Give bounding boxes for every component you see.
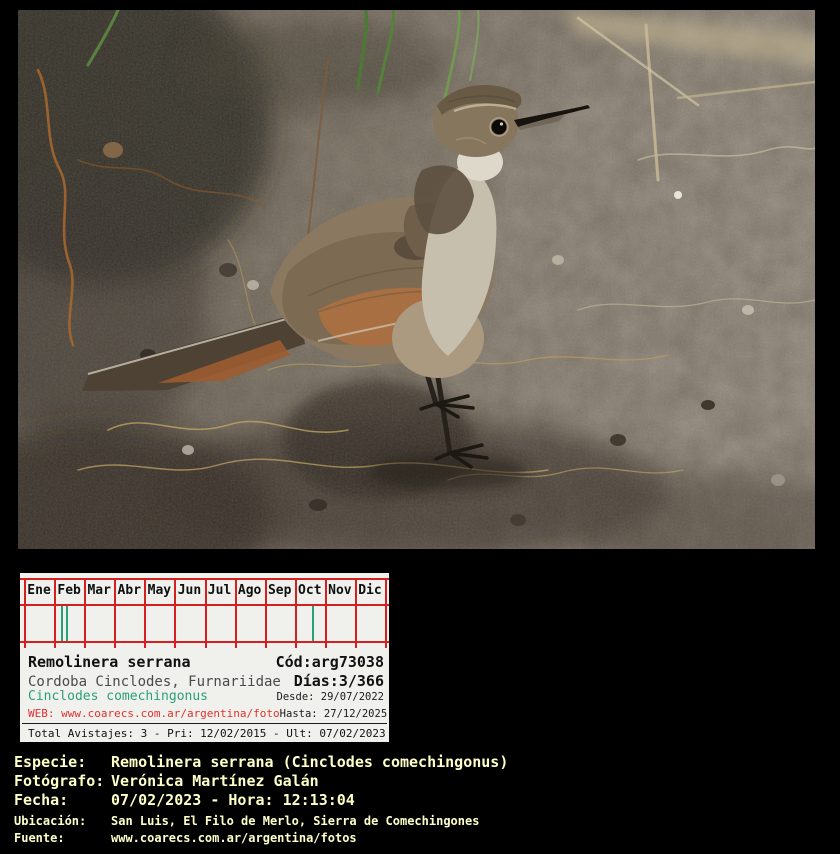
species-header-row: Remolinera serrana Cód:arg73038 [28,653,384,671]
month-grid: Ene Feb Mar Abr May Jun Jul Ago Sep Oct Nov Dic [20,578,389,648]
species-scientific-name: Cinclodes comechingonus [28,689,209,704]
month-label-feb: Feb [57,583,81,598]
month-label-oct: Oct [298,583,322,598]
grid-vline [354,578,357,648]
bird-photo [18,10,815,549]
scientific-row: Cinclodes comechingonus Desde: 29/07/202… [28,689,384,704]
grid-vline [174,578,177,648]
grid-vline [84,578,87,648]
grid-vline [24,578,26,648]
grid-vline [54,578,57,648]
sighting-calendar-panel: Ene Feb Mar Abr May Jun Jul Ago Sep Oct Nov Dic Rem… [20,573,389,742]
detail-row-fotografo: Fotógrafo: Verónica Martínez Galán [14,772,319,790]
month-label-jul: Jul [207,583,232,598]
especie-value: Remolinera serrana (Cinclodes comechingo… [111,753,509,771]
grid-vline [264,578,267,648]
species-code: Cód:arg73038 [275,653,384,671]
month-label-nov: Nov [328,583,352,598]
grid-vline [324,578,327,648]
ubicacion-value: San Luis, El Filo de Merlo, Sierra de Co… [111,814,480,828]
fuente-value[interactable]: www.coarecs.com.ar/argentina/fotos [111,831,357,845]
grid-vline [144,578,147,648]
grass-blades [86,10,480,107]
fecha-value: 07/02/2023 - Hora: 12:13:04 [111,791,355,809]
month-label-ene: Ene [27,583,51,598]
web-row: WEB: www.coarecs.com.ar/argentina/foto H… [28,707,388,720]
days-count: Días:3/366 [293,672,384,690]
grid-vline [294,578,297,648]
detail-row-especie: Especie: Remolinera serrana (Cinclodes c… [14,753,508,771]
grid-vline [385,578,387,648]
date-from: Desde: 29/07/2022 [276,691,384,703]
web-link[interactable]: WEB: www.coarecs.com.ar/argentina/foto [28,707,280,720]
detail-row-ubicacion: Ubicación: San Luis, El Filo de Merlo, S… [14,814,479,828]
month-label-mar: Mar [87,583,111,598]
fecha-label: Fecha: [14,791,69,809]
total-sightings: Total Avistajes: 3 - Pri: 12/02/2015 - U… [28,727,386,740]
sighting-tick [311,606,314,641]
date-to: Hasta: 27/12/2025 [279,708,388,720]
month-label-abr: Abr [117,583,142,598]
fuente-label: Fuente: [14,831,65,845]
panel-divider [22,723,387,724]
fotografo-label: Fotógrafo: [14,772,105,790]
grid-vline [114,578,117,648]
month-label-sep: Sep [267,583,292,598]
month-label-jun: Jun [177,583,202,598]
grid-vline [204,578,207,648]
detail-row-fuente: Fuente: www.coarecs.com.ar/argentina/fot… [14,831,357,845]
month-label-ago: Ago [237,583,262,598]
sighting-tick [66,606,69,641]
especie-label: Especie: [14,753,87,771]
grid-vline [234,578,237,648]
species-common-name: Remolinera serrana [28,653,191,671]
detail-row-fecha: Fecha: 07/02/2023 - Hora: 12:13:04 [14,791,355,809]
family-row: Cordoba Cinclodes, Furnariidae Días:3/36… [28,672,384,690]
fotografo-value: Verónica Martínez Galán [111,772,319,790]
bird [82,84,590,490]
ubicacion-label: Ubicación: [14,814,87,828]
region-family: Cordoba Cinclodes, Furnariidae [28,674,281,690]
month-label-may: May [147,583,172,598]
sighting-tick [61,606,64,641]
month-label-dic: Dic [358,583,382,598]
bird-photo-illustration [18,10,815,549]
